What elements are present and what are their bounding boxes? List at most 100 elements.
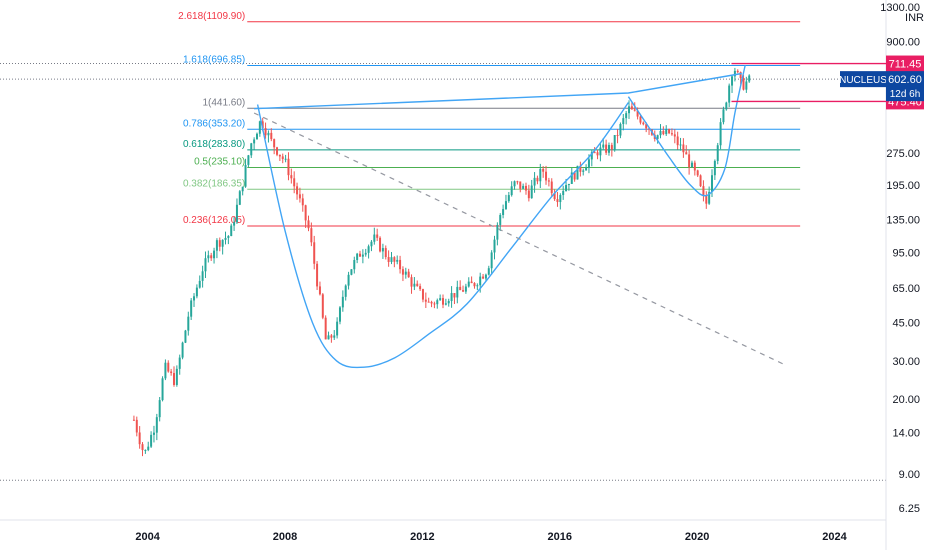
price-marker-label: 711.45 [889,59,922,71]
candle-body [287,158,290,176]
candle-body [376,234,379,238]
candle-body [313,242,316,264]
current-price-label: 602.60 [888,74,922,86]
candle-body [539,168,542,182]
y-tick-label: 275.00 [886,148,920,160]
candle-body [745,81,748,90]
candle-body [310,228,313,243]
candle-body [193,296,196,301]
candle-body [361,254,364,257]
candle-body [605,144,608,153]
candle-body [336,321,339,336]
y-tick-label: 135.00 [886,215,920,227]
candle-body [473,283,476,287]
candle-body [381,248,384,252]
candle-body [685,152,688,155]
candle-body [496,224,499,240]
candle-body [258,121,261,134]
candle-body [519,181,522,189]
candle-body [284,158,287,160]
candle-body [616,135,619,137]
candle-body [607,145,610,153]
x-tick-label: 2004 [135,531,160,543]
candle-body [333,335,336,338]
candle-body [682,144,685,153]
candle-body [530,185,533,199]
x-tick-label: 2020 [685,531,709,543]
candle-body [599,147,602,156]
candle-body [301,198,304,206]
grid-layer [0,63,886,481]
candle-body [290,175,293,179]
candle-body [247,155,250,165]
candle-body [296,186,299,195]
candle-body [210,255,213,259]
fib-level-label: 1.618(696.85) [183,54,245,65]
fib-layer: 2.618(1109.90) 1.618(696.85) 1(441.60) 0.78… [178,11,801,227]
candle-body [221,239,224,247]
candle-body [656,135,659,140]
candle-body [725,102,728,110]
y-tick-label: 1300.00 [880,2,920,14]
candle-body [195,287,198,297]
candle-body [476,285,479,287]
candle-body [679,144,682,146]
candle-body [699,175,702,187]
candle-body [690,162,693,167]
candle-body [224,237,227,240]
candle-body [479,276,482,286]
fib-level-label: 0.5(235.10) [194,156,245,167]
candle-body [533,177,536,186]
candle-body [467,281,470,287]
candle-body [353,260,356,270]
candle-body [739,72,742,79]
candle-body [230,225,233,237]
candle-body [367,246,370,253]
candle-body [150,434,153,447]
candle-body [565,185,568,191]
candle-body [167,362,170,372]
candle-body [733,70,736,77]
candle-body [387,257,390,263]
candle-body [502,209,505,215]
candle-body [184,330,187,343]
candle-body [393,257,396,262]
candle-body [218,240,221,247]
candle-body [384,248,387,258]
candle-body [253,139,256,144]
candle-body [470,281,473,284]
candle-body [324,317,327,340]
candle-body [181,342,184,358]
candle-body [152,432,155,435]
candle-body [138,432,141,445]
candle-body [705,195,708,204]
candle-body [713,160,716,176]
fib-level-label: 0.236(126.05) [183,215,245,226]
candle-body [570,172,573,184]
candle-body [347,274,350,286]
candle-body [419,286,422,290]
candle-body [298,194,301,199]
candle-body [633,109,636,111]
candle-body [648,128,651,130]
candle-body [559,195,562,203]
candle-body [407,271,410,278]
ticker-label: NUCLEUS [839,75,887,86]
candle-body [484,274,487,279]
candle-body [719,122,722,146]
candle-body [708,191,711,204]
candle-body [416,283,419,287]
candle-body [630,106,633,110]
candle-body [433,303,436,305]
candle-body [688,154,691,167]
candle-body [413,283,416,287]
x-tick-label: 2012 [410,531,434,543]
candle-body [542,168,545,172]
candle-body [504,201,507,210]
rising-trend-line [254,72,742,110]
y-tick-label: 30.00 [892,356,920,368]
price-marker-box [886,55,924,72]
